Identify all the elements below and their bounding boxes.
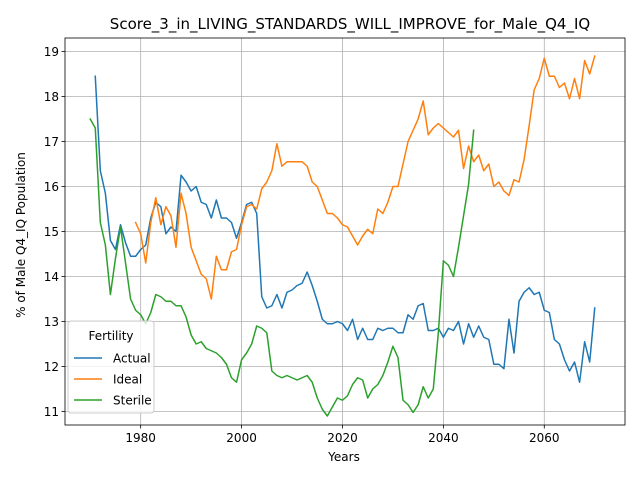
legend-label-actual: Actual xyxy=(113,352,151,366)
y-tick-label: 15 xyxy=(44,225,59,239)
y-tick-label: 17 xyxy=(44,135,59,149)
y-tick-label: 18 xyxy=(44,90,59,104)
x-tick-label: 2020 xyxy=(327,431,358,445)
legend-label-sterile: Sterile xyxy=(113,394,152,408)
series-lines xyxy=(89,55,596,417)
axis-ticks: 1980 2000 2020 2040 2060 11 12 13 14 15 16 17 18 19 xyxy=(44,45,560,445)
grid xyxy=(65,38,625,425)
legend: Fertility Actual Ideal Sterile xyxy=(67,320,155,414)
x-tick-label: 2060 xyxy=(529,431,560,445)
series-line-actual xyxy=(94,75,596,383)
x-axis-label: Years xyxy=(327,450,360,464)
legend-box xyxy=(67,320,155,414)
series-line-ideal xyxy=(134,55,596,300)
series-line-sterile xyxy=(89,117,475,417)
y-tick-label: 12 xyxy=(44,360,59,374)
x-tick-label: 2040 xyxy=(428,431,459,445)
y-axis-label: % of Male Q4_IQ Population xyxy=(14,152,28,318)
chart-title: Score_3_in_LIVING_STANDARDS_WILL_IMPROVE… xyxy=(110,15,590,34)
y-tick-label: 14 xyxy=(44,270,59,284)
y-tick-label: 16 xyxy=(44,180,59,194)
y-tick-label: 19 xyxy=(44,45,59,59)
y-tick-label: 11 xyxy=(44,405,59,419)
legend-label-ideal: Ideal xyxy=(113,373,142,387)
x-tick-label: 2000 xyxy=(226,431,257,445)
x-tick-label: 1980 xyxy=(125,431,156,445)
legend-title: Fertility xyxy=(88,329,133,343)
y-tick-label: 13 xyxy=(44,315,59,329)
